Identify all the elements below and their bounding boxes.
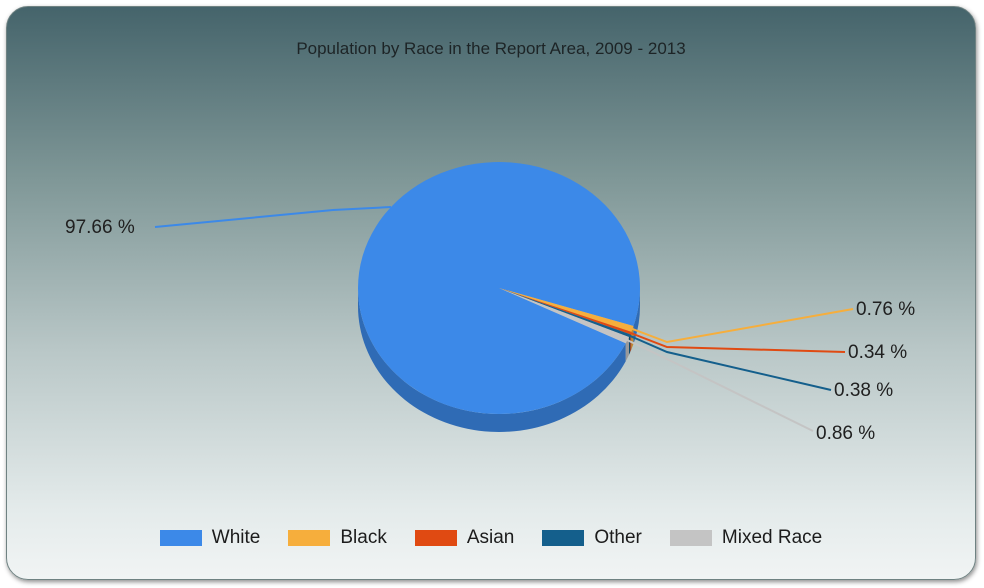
legend-swatch-white (159, 530, 202, 546)
data-label-black: 0.76 % (856, 299, 915, 320)
pie-side-mixed-race (625, 337, 629, 362)
leader-line-white (154, 206, 392, 228)
leader-line-black (632, 308, 854, 344)
legend-swatch-black (288, 530, 331, 546)
legend-item-white: White (159, 527, 261, 549)
legend-label-other: Other (594, 527, 642, 548)
legend-label-white: White (211, 527, 261, 548)
pie-top-group (358, 162, 640, 415)
leader-line-other (629, 334, 832, 391)
legend-item-mixed-race: Mixed Race (669, 527, 823, 549)
pie-slice-white (358, 162, 640, 415)
data-label-asian: 0.34 % (848, 342, 907, 363)
chart-title: Population by Race in the Report Area, 2… (296, 39, 686, 58)
pie-slice-other (499, 288, 631, 338)
legend-item-asian: Asian (414, 527, 515, 549)
data-label-mixed-race: 0.86 % (816, 423, 875, 444)
legend-swatch-other (542, 530, 585, 546)
data-label-other: 0.38 % (834, 380, 893, 401)
chart-legend: White Black Asian Other Mixed Race (7, 527, 975, 549)
legend-label-asian: Asian (466, 527, 515, 548)
legend-label-mixed-race: Mixed Race (721, 527, 823, 548)
legend-item-black: Black (288, 527, 387, 549)
legend-item-other: Other (542, 527, 642, 549)
leader-line-asian (630, 332, 846, 353)
legend-label-black: Black (340, 527, 387, 548)
pie-side-other (628, 334, 631, 356)
data-label-white: 97.66 % (65, 217, 135, 238)
pie-slice-mixed-race (499, 288, 629, 344)
pie-slice-black (499, 288, 634, 332)
legend-swatch-mixed-race (669, 530, 712, 546)
pie-slice-asian (499, 288, 632, 335)
pie-side-white (358, 288, 626, 433)
chart-panel: Population by Race in the Report Area, 2… (6, 6, 976, 580)
pie-chart: 97.66 % 0.76 % 0.34 % 0.38 % 0.86 % (65, 162, 915, 444)
leader-line-mixed-race (626, 339, 814, 432)
legend-swatch-asian (414, 530, 457, 546)
